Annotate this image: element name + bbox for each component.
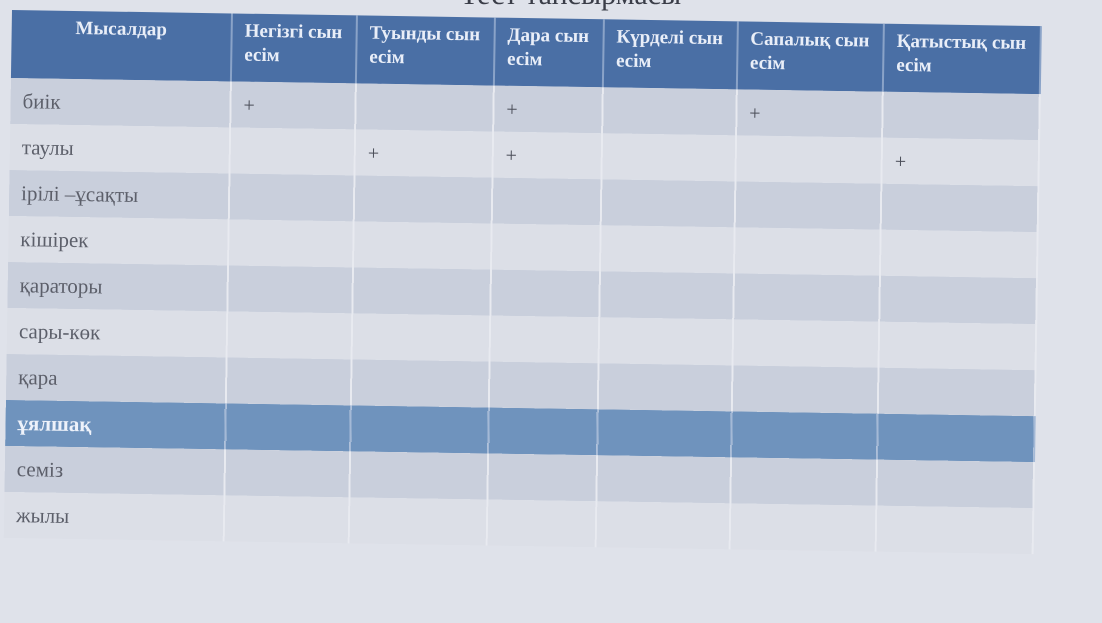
table-cell bbox=[350, 359, 490, 408]
table-cell bbox=[599, 225, 735, 274]
table-cell: + bbox=[492, 85, 603, 134]
table-cell bbox=[352, 267, 491, 316]
column-header: Мысалдар bbox=[10, 10, 232, 82]
table-cell bbox=[734, 181, 882, 230]
plus-mark: + bbox=[505, 144, 518, 167]
column-header: Дара сын есім bbox=[493, 17, 604, 88]
table-cell bbox=[599, 271, 734, 320]
example-word: семіз bbox=[4, 445, 226, 496]
example-word: биік bbox=[10, 77, 231, 128]
table-cell bbox=[489, 315, 600, 364]
table-cell bbox=[877, 413, 1035, 463]
slide-title: Тест тапсырмасы bbox=[460, 0, 681, 12]
adjective-table: Мысалдар Негізгі сын есім Туынды сын есім Д… bbox=[3, 10, 1042, 555]
plus-mark: + bbox=[506, 98, 518, 121]
table-cell bbox=[229, 127, 356, 176]
table-cell bbox=[880, 183, 1039, 233]
column-header: Сапалық сын есім bbox=[736, 21, 885, 92]
table-cell bbox=[731, 365, 879, 414]
table-cell bbox=[490, 223, 601, 272]
table-cell bbox=[486, 499, 597, 548]
table-cell bbox=[490, 269, 600, 318]
plus-mark: + bbox=[367, 142, 380, 165]
column-header: Негізгі сын есім bbox=[230, 13, 357, 84]
table-cell bbox=[353, 221, 492, 270]
table-cell: + bbox=[230, 81, 356, 130]
table-cell bbox=[351, 313, 491, 362]
table-cell bbox=[879, 275, 1037, 325]
table-cell bbox=[601, 87, 737, 136]
example-word: таулы bbox=[9, 123, 231, 174]
table-cell bbox=[732, 319, 880, 368]
table-cell bbox=[225, 403, 351, 452]
table-cell bbox=[487, 453, 597, 502]
table-cell bbox=[227, 265, 354, 314]
table-cell bbox=[596, 455, 731, 504]
table-cell bbox=[730, 411, 878, 460]
table-cell bbox=[598, 317, 733, 366]
column-header: Күрделі сын есім bbox=[602, 19, 738, 90]
table-cell bbox=[876, 459, 1035, 509]
table-cell bbox=[730, 457, 878, 506]
table-cell bbox=[880, 229, 1038, 279]
table-cell bbox=[223, 495, 350, 544]
example-word: ұялшақ bbox=[5, 399, 226, 450]
adjective-table-wrapper: Мысалдар Негізгі сын есім Туынды сын есім Д… bbox=[3, 10, 1042, 555]
column-header: Туынды сын есім bbox=[355, 15, 495, 86]
example-word: қара bbox=[5, 353, 227, 404]
table-cell bbox=[597, 363, 733, 412]
table-cell bbox=[882, 91, 1040, 141]
table-cell bbox=[348, 497, 488, 546]
table-cell bbox=[225, 357, 352, 406]
plus-mark: + bbox=[749, 102, 761, 125]
table-cell bbox=[349, 451, 488, 500]
table-cell bbox=[878, 321, 1037, 371]
table-cell bbox=[601, 133, 736, 182]
table-cell bbox=[596, 409, 732, 458]
table-cell bbox=[733, 227, 881, 276]
table-cell bbox=[228, 173, 355, 222]
plus-mark: + bbox=[894, 150, 907, 173]
table-cell bbox=[350, 405, 489, 454]
table-cell bbox=[735, 135, 883, 184]
plus-mark: + bbox=[243, 94, 255, 117]
table-cell bbox=[353, 175, 493, 224]
table-cell bbox=[226, 311, 353, 360]
example-word: қараторы bbox=[7, 261, 229, 312]
column-header: Қатыстық сын есім bbox=[882, 23, 1041, 95]
table-cell bbox=[355, 83, 494, 132]
table-cell bbox=[877, 367, 1036, 417]
example-word: ірілі –ұсақты bbox=[8, 169, 230, 220]
table-cell bbox=[228, 219, 354, 268]
table-cell: + bbox=[492, 131, 602, 180]
example-word: сары-көк bbox=[6, 307, 228, 358]
table-cell: + bbox=[354, 129, 493, 178]
table-cell bbox=[487, 407, 598, 456]
table-cell bbox=[875, 505, 1034, 555]
table-cell bbox=[729, 503, 877, 552]
table-cell bbox=[224, 449, 351, 498]
table-cell bbox=[488, 361, 599, 410]
example-word: кішірек bbox=[8, 215, 229, 266]
table-cell bbox=[600, 179, 736, 228]
table-cell bbox=[491, 177, 602, 226]
table-cell: + bbox=[881, 137, 1040, 187]
table-cell bbox=[595, 501, 731, 550]
table-cell bbox=[732, 273, 881, 322]
table-cell: + bbox=[735, 89, 883, 138]
example-word: жылы bbox=[3, 491, 225, 542]
